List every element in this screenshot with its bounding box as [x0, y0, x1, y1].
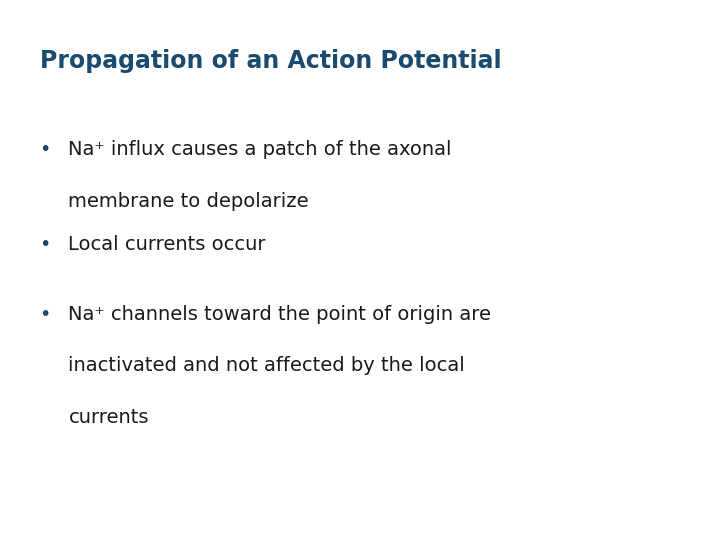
Text: currents: currents: [68, 408, 149, 427]
Text: inactivated and not affected by the local: inactivated and not affected by the loca…: [68, 356, 465, 375]
Text: Local currents occur: Local currents occur: [68, 235, 266, 254]
Text: •: •: [40, 140, 51, 159]
Text: Propagation of an Action Potential: Propagation of an Action Potential: [40, 49, 501, 72]
Text: Na⁺ channels toward the point of origin are: Na⁺ channels toward the point of origin …: [68, 305, 491, 324]
Text: membrane to depolarize: membrane to depolarize: [68, 192, 309, 211]
Text: •: •: [40, 305, 51, 324]
Text: •: •: [40, 235, 51, 254]
Text: Na⁺ influx causes a patch of the axonal: Na⁺ influx causes a patch of the axonal: [68, 140, 452, 159]
